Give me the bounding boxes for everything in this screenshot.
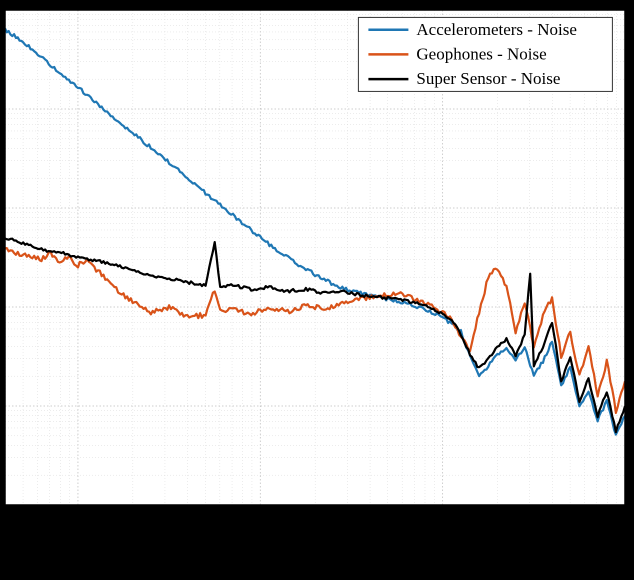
- legend-label: Accelerometers - Noise: [416, 20, 576, 39]
- legend-label: Geophones - Noise: [416, 44, 546, 63]
- noise-asd-chart: Accelerometers - Noise Geophones - Noise S…: [0, 0, 634, 580]
- legend-label: Super Sensor - Noise: [416, 69, 560, 88]
- legend: Accelerometers - Noise Geophones - Noise S…: [358, 17, 612, 91]
- chart-svg: Accelerometers - Noise Geophones - Noise S…: [0, 0, 634, 580]
